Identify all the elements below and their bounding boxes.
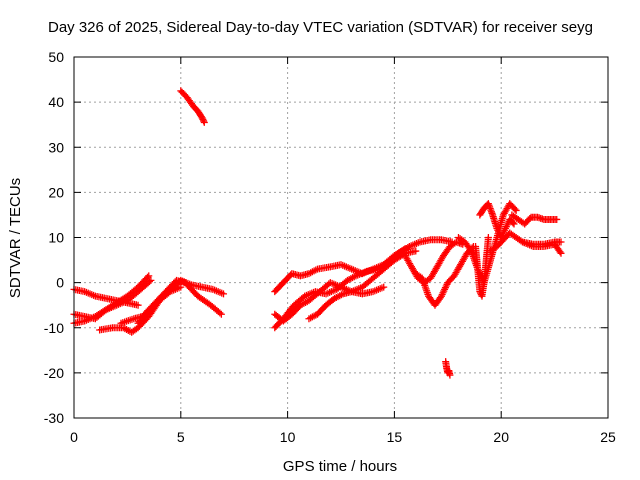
x-tick-label: 5 xyxy=(177,429,185,445)
data-point xyxy=(177,283,185,291)
series-arc-14 xyxy=(442,358,454,379)
series-arc-3 xyxy=(70,276,155,327)
data-point xyxy=(412,247,420,255)
data-point xyxy=(145,278,153,286)
data-points xyxy=(70,87,565,379)
data-point xyxy=(380,283,388,291)
y-tick-label: -20 xyxy=(44,365,64,381)
data-point xyxy=(511,205,519,213)
y-tick-label: 10 xyxy=(48,230,64,246)
data-point xyxy=(134,301,142,309)
data-point xyxy=(216,309,224,317)
series-arc-19 xyxy=(508,211,561,228)
series-arc-17 xyxy=(476,200,518,241)
data-point xyxy=(220,290,228,298)
data-point xyxy=(557,249,565,257)
data-point xyxy=(200,118,208,126)
series-arc-6 xyxy=(134,283,185,327)
y-tick-label: -10 xyxy=(44,320,64,336)
data-point xyxy=(512,206,520,214)
data-point xyxy=(147,276,155,284)
x-tick-label: 10 xyxy=(280,429,296,445)
y-tick-label: 40 xyxy=(48,94,64,110)
x-tick-label: 20 xyxy=(493,429,509,445)
y-tick-label: 50 xyxy=(48,49,64,65)
x-tick-label: 15 xyxy=(387,429,403,445)
y-axis-label: SDTVAR / TECUs xyxy=(7,178,24,298)
y-tick-label: -30 xyxy=(44,410,64,426)
data-point xyxy=(199,115,207,123)
x-axis-label: GPS time / hours xyxy=(283,458,397,475)
y-tick-label: 0 xyxy=(56,275,64,291)
data-point xyxy=(509,219,517,227)
x-tick-label: 25 xyxy=(600,429,616,445)
series-arc-13 xyxy=(412,243,477,309)
chart-title: Day 326 of 2025, Sidereal Day-to-day VTE… xyxy=(48,19,593,36)
series-arc-10 xyxy=(271,236,456,332)
series-arc-20 xyxy=(519,238,565,257)
data-point xyxy=(553,215,561,223)
series-arc-5 xyxy=(117,276,225,327)
y-tick-label: 30 xyxy=(48,139,64,155)
data-point xyxy=(556,248,564,256)
data-point xyxy=(446,371,454,379)
data-point xyxy=(484,234,492,241)
axis-ticks: 0 5 10 15 20 25 -30 -20 -10 0 10 20 30 40 50 xyxy=(44,49,616,445)
x-tick-label: 0 xyxy=(70,429,78,445)
series-arc-7 xyxy=(177,87,208,126)
data-point xyxy=(510,220,518,228)
data-point xyxy=(198,114,206,122)
data-point xyxy=(557,238,565,246)
data-point xyxy=(200,117,208,125)
y-tick-label: 20 xyxy=(48,184,64,200)
data-point xyxy=(145,272,153,280)
series-arc-11 xyxy=(305,283,388,323)
data-point xyxy=(217,310,225,318)
series-arc-16 xyxy=(472,234,492,300)
